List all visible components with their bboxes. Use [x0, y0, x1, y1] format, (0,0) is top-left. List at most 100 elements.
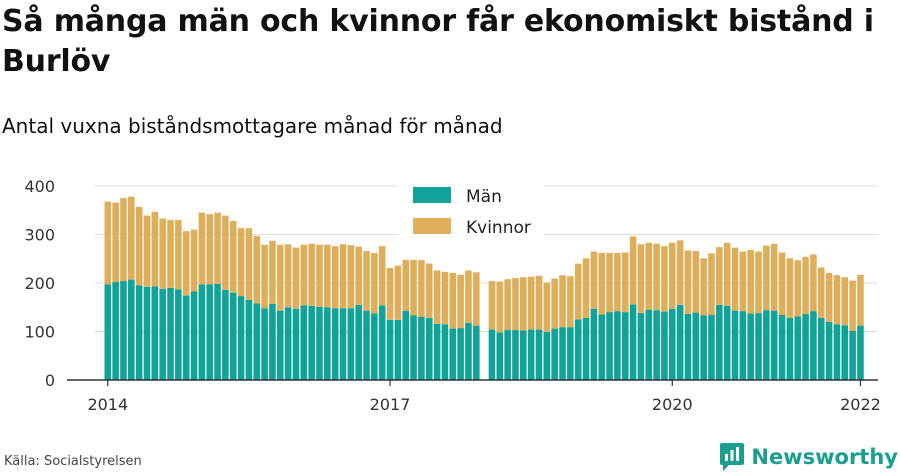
- bar-men: [284, 307, 292, 380]
- bar-men: [520, 330, 527, 380]
- bar-men: [363, 310, 370, 380]
- bar-women: [402, 259, 410, 311]
- bar-men: [747, 313, 754, 380]
- bars: [104, 196, 864, 380]
- bar-men: [425, 317, 433, 380]
- bar-women: [331, 246, 339, 309]
- bar-men: [559, 327, 566, 380]
- bar-men: [104, 284, 112, 380]
- x-tick-label: 2022: [840, 395, 881, 414]
- bar-women: [449, 272, 457, 329]
- bar-men: [574, 319, 582, 380]
- bar-women: [214, 212, 221, 284]
- bar-women: [582, 258, 590, 318]
- bar-men: [433, 323, 441, 380]
- bar-men: [684, 314, 692, 380]
- bar-men: [120, 281, 127, 380]
- bar-men: [770, 310, 778, 380]
- bar-men: [143, 286, 151, 380]
- bar-men: [786, 317, 794, 380]
- bar-men: [410, 315, 417, 380]
- bar-women: [418, 260, 425, 317]
- bar-women: [324, 244, 331, 308]
- bar-women: [755, 251, 762, 314]
- bar-women: [339, 244, 347, 309]
- bar-men: [175, 289, 182, 380]
- bar-men: [700, 315, 707, 380]
- bar-women: [269, 240, 276, 304]
- bar-women: [504, 279, 511, 331]
- bar-women: [410, 259, 417, 316]
- bar-men: [629, 304, 637, 380]
- bar-men: [621, 312, 629, 380]
- bar-women: [300, 244, 308, 306]
- bar-women: [206, 214, 214, 285]
- y-tick-label: 200: [24, 274, 55, 293]
- bar-men: [229, 292, 237, 380]
- bar-men: [857, 325, 864, 380]
- bar-men: [308, 305, 315, 380]
- bar-women: [386, 267, 394, 320]
- bar-women: [614, 252, 621, 312]
- bar-men: [692, 312, 700, 380]
- bar-women: [747, 250, 754, 314]
- bar-women: [849, 280, 856, 332]
- bar-women: [786, 258, 794, 318]
- bar-men: [496, 332, 504, 380]
- bar-men: [810, 311, 817, 380]
- bar-men: [182, 295, 190, 380]
- bar-men: [324, 307, 331, 380]
- bar-men: [159, 288, 166, 380]
- bar-men: [378, 305, 386, 380]
- y-tick-label: 100: [24, 323, 55, 342]
- bar-women: [574, 263, 582, 320]
- bar-women: [441, 271, 449, 325]
- bar-women: [143, 215, 151, 287]
- bar-women: [472, 272, 480, 326]
- bar-men: [222, 289, 229, 380]
- bar-men: [512, 330, 519, 380]
- bar-women: [668, 242, 676, 309]
- bar-men: [355, 304, 362, 380]
- bar-women: [606, 252, 613, 313]
- bar-women: [551, 278, 558, 329]
- bar-women: [496, 281, 504, 333]
- bar-women: [355, 246, 362, 305]
- bar-women: [151, 211, 159, 287]
- bar-women: [112, 202, 119, 283]
- brand-name: Newsworthy: [751, 445, 898, 469]
- bar-men: [841, 325, 849, 380]
- bar-men: [237, 296, 245, 380]
- bar-women: [841, 277, 849, 326]
- bar-men: [802, 314, 809, 380]
- bar-men: [371, 313, 378, 380]
- bar-women: [645, 242, 653, 310]
- bar-men: [637, 313, 645, 380]
- bar-men: [653, 310, 660, 380]
- chart-title: Så många män och kvinnor får ekonomiskt …: [2, 4, 874, 79]
- bar-men: [606, 312, 613, 380]
- bar-men: [645, 309, 653, 380]
- bar-men: [590, 308, 598, 380]
- legend-label-men: Män: [466, 187, 502, 207]
- bar-men: [135, 285, 143, 380]
- bar-men: [708, 315, 715, 380]
- bar-women: [167, 219, 174, 288]
- bar-women: [794, 260, 802, 317]
- bar-men: [441, 324, 449, 380]
- bar-men: [833, 324, 841, 380]
- bar-men: [386, 319, 394, 380]
- bar-women: [135, 206, 143, 286]
- bar-women: [237, 228, 245, 297]
- bar-men: [551, 328, 558, 380]
- bar-women: [457, 274, 464, 329]
- bar-women: [284, 244, 292, 308]
- bar-men: [661, 311, 668, 380]
- bar-women: [433, 270, 441, 324]
- bar-women: [825, 272, 833, 322]
- source-note: Källa: Socialstyrelsen: [4, 454, 142, 469]
- bar-women: [175, 219, 182, 290]
- bar-men: [825, 321, 833, 380]
- newsworthy-logo-icon: [720, 443, 745, 471]
- bar-women: [316, 244, 323, 307]
